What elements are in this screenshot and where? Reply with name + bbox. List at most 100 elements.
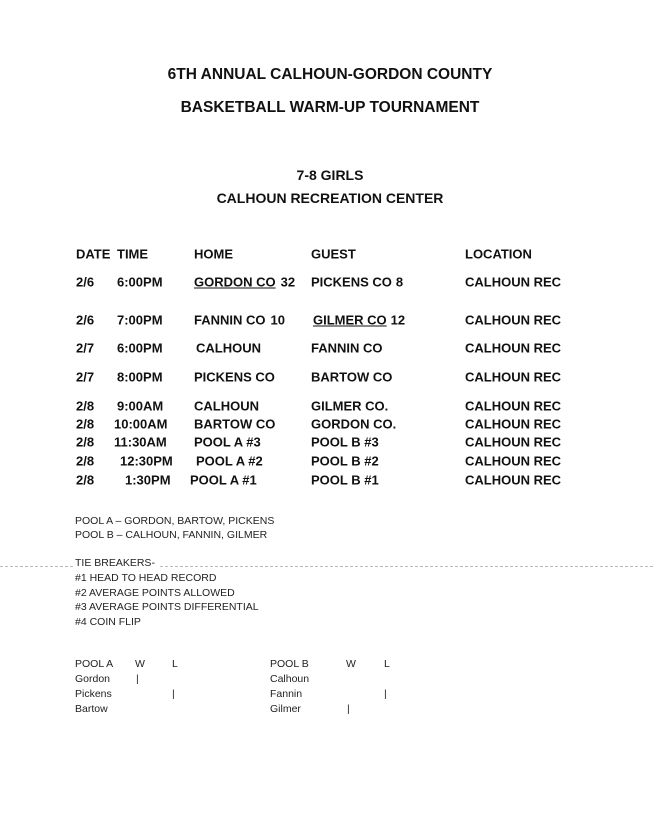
- cell-location: CALHOUN REC: [465, 434, 562, 450]
- guest-team: GILMER CO.: [311, 398, 389, 414]
- cell-time: 11:30AM: [114, 434, 167, 450]
- team-name: Gilmer: [270, 703, 301, 715]
- guest-team: PICKENS CO: [311, 274, 392, 290]
- cell-time: 12:30PM: [120, 453, 173, 469]
- win-tally: |: [347, 703, 350, 715]
- cell-location: CALHOUN REC: [465, 369, 562, 385]
- win-tally: |: [136, 673, 139, 685]
- cell-time: 1:30PM: [125, 472, 171, 488]
- home-score: 10: [270, 312, 285, 328]
- cell-home: BARTOW CO: [194, 417, 280, 432]
- cell-time: 9:00AM: [117, 398, 164, 414]
- cell-guest: POOL B #2: [311, 454, 383, 469]
- header-location: LOCATION: [465, 246, 532, 262]
- team-name: Fannin: [270, 688, 303, 700]
- home-score: 32: [280, 274, 296, 290]
- team-name: Pickens: [75, 688, 112, 700]
- cell-time: 10:00AM: [114, 416, 168, 432]
- guest-team: POOL B #1: [311, 472, 379, 488]
- home-team: CALHOUN: [194, 398, 259, 414]
- pool-heading: POOL B: [270, 658, 309, 670]
- header-time: TIME: [117, 246, 149, 262]
- home-team: POOL A #2: [196, 453, 263, 469]
- guest-team: GILMER CO: [313, 312, 387, 328]
- venue: CALHOUN RECREATION CENTER: [216, 190, 444, 206]
- guest-team: BARTOW CO: [311, 369, 393, 385]
- cell-guest: BARTOW CO: [311, 370, 396, 385]
- home-team: POOL A #1: [190, 472, 257, 488]
- cell-guest: POOL B #3: [311, 435, 383, 450]
- pool-b-list: POOL B – CALHOUN, FANNIN, GILMER: [75, 529, 268, 541]
- cell-date: 2/7: [76, 369, 95, 385]
- losses-heading: L: [172, 658, 178, 670]
- losses-heading: L: [384, 658, 390, 670]
- cell-guest: GORDON CO.: [311, 417, 400, 432]
- cell-time: 6:00PM: [117, 340, 163, 356]
- guest-team: POOL B #3: [311, 434, 379, 450]
- title-line-1: 6TH ANNUAL CALHOUN-GORDON COUNTY: [167, 66, 493, 83]
- cell-home: CALHOUN: [194, 399, 264, 414]
- cell-home: FANNIN CO 10: [194, 313, 285, 328]
- cell-date: 2/8: [76, 434, 95, 450]
- guest-score: 12: [390, 312, 406, 328]
- cell-home: PICKENS CO: [194, 370, 280, 385]
- title-line-2: BASKETBALL WARM-UP TOURNAMENT: [180, 99, 480, 116]
- home-team: POOL A #3: [194, 434, 261, 450]
- cell-location: CALHOUN REC: [465, 453, 562, 469]
- wins-heading: W: [346, 658, 356, 670]
- loss-tally: |: [172, 688, 175, 700]
- cell-location: CALHOUN REC: [465, 416, 562, 432]
- guest-team: GORDON CO.: [311, 416, 397, 432]
- cell-home: POOL A #3: [194, 435, 266, 450]
- cell-date: 2/8: [76, 416, 95, 432]
- cell-time: 6:00PM: [117, 274, 163, 290]
- cell-location: CALHOUN REC: [465, 340, 562, 356]
- home-team: CALHOUN: [196, 340, 261, 356]
- cell-date: 2/6: [76, 312, 95, 328]
- cell-location: CALHOUN REC: [465, 274, 562, 290]
- tie-breaker-item: #2 AVERAGE POINTS ALLOWED: [75, 587, 235, 599]
- pool-heading: POOL A: [75, 658, 114, 670]
- pool-a-list: POOL A – GORDON, BARTOW, PICKENS: [75, 515, 275, 527]
- cell-home: CALHOUN: [196, 341, 266, 356]
- division: 7-8 GIRLS: [296, 167, 364, 183]
- loss-tally: |: [384, 688, 387, 700]
- cell-date: 2/7: [76, 340, 95, 356]
- home-team: BARTOW CO: [194, 416, 276, 432]
- cell-date: 2/8: [76, 398, 95, 414]
- team-name: Bartow: [75, 703, 108, 715]
- cell-guest: GILMER CO.: [311, 399, 392, 414]
- header-date: DATE: [76, 246, 111, 262]
- tie-breaker-item: #4 COIN FLIP: [75, 616, 141, 628]
- home-team: PICKENS CO: [194, 369, 275, 385]
- home-team: GORDON CO: [194, 274, 276, 290]
- guest-team: POOL B #2: [311, 453, 379, 469]
- cell-time: 8:00PM: [117, 369, 163, 385]
- tie-breakers-heading: TIE BREAKERS-: [75, 557, 158, 569]
- cell-date: 2/8: [76, 472, 95, 488]
- guest-team: FANNIN CO: [311, 340, 383, 356]
- cell-guest: FANNIN CO: [311, 341, 387, 356]
- team-name: Calhoun: [270, 673, 310, 685]
- cell-location: CALHOUN REC: [465, 398, 562, 414]
- cell-date: 2/6: [76, 274, 95, 290]
- cell-location: CALHOUN REC: [465, 312, 562, 328]
- cell-date: 2/8: [76, 453, 95, 469]
- cell-guest: GILMER CO 12: [313, 313, 405, 328]
- header-home: HOME: [194, 246, 233, 262]
- cell-time: 7:00PM: [117, 312, 163, 328]
- home-team: FANNIN CO: [194, 312, 266, 328]
- cell-guest: POOL B #1: [311, 473, 383, 488]
- scan-artifact-line: [0, 566, 653, 567]
- cell-home: POOL A #1: [190, 473, 262, 488]
- cell-home: GORDON CO 32: [194, 275, 295, 290]
- wins-heading: W: [135, 658, 145, 670]
- tie-breaker-item: #1 HEAD TO HEAD RECORD: [75, 572, 217, 584]
- header-guest: GUEST: [311, 246, 356, 262]
- team-name: Gordon: [75, 673, 111, 685]
- cell-location: CALHOUN REC: [465, 472, 562, 488]
- cell-home: POOL A #2: [196, 454, 268, 469]
- cell-guest: PICKENS CO 8: [311, 275, 403, 290]
- tie-breaker-item: #3 AVERAGE POINTS DIFFERENTIAL: [75, 601, 259, 613]
